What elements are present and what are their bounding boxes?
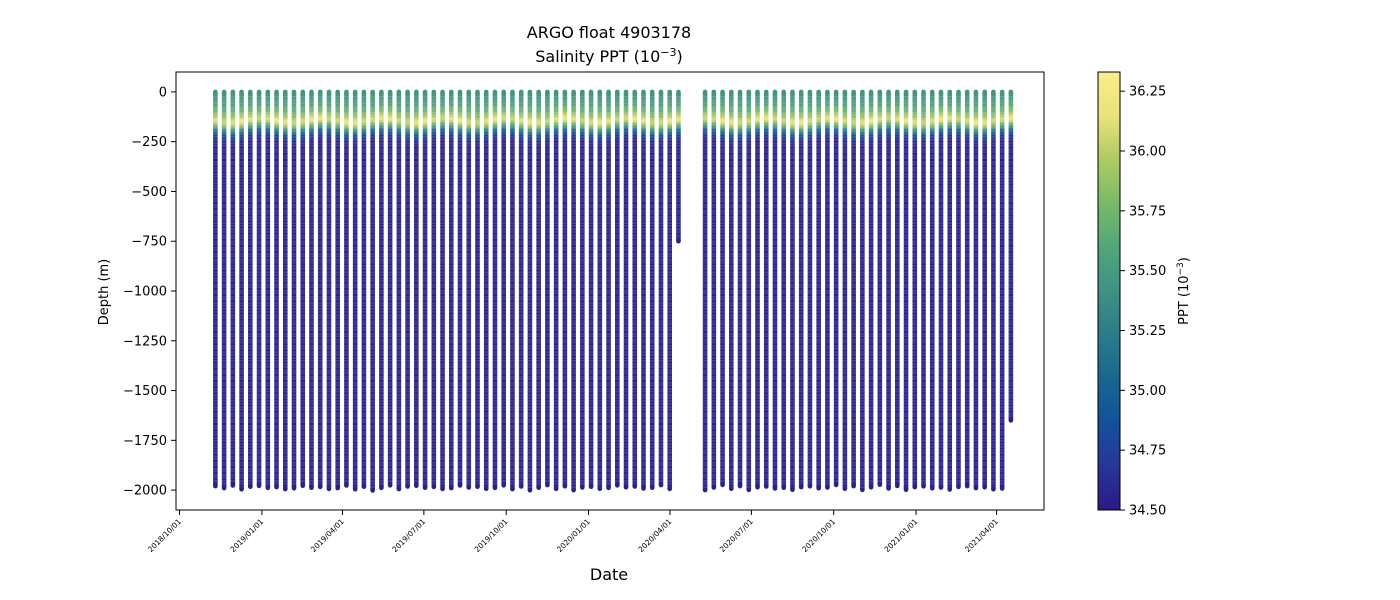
x-tick-label: 2018/10/01: [146, 517, 183, 554]
x-tick-label: 2019/04/01: [309, 517, 346, 554]
y-tick-label: −1750: [123, 434, 167, 449]
colorbar: [1098, 72, 1120, 510]
x-axis: 2018/10/01 2019/01/01 2019/04/01 2019/07/01…: [146, 510, 1000, 554]
colorbar-label: PPT (10−3): [1176, 257, 1192, 325]
y-axis-label: Depth (m): [97, 259, 112, 326]
colorbar-tick-label: 34.75: [1129, 444, 1166, 459]
colorbar-tick-label: 36.00: [1129, 144, 1166, 159]
y-tick-label: −1250: [123, 334, 167, 349]
x-tick-label: 2020/07/01: [718, 517, 755, 554]
colorbar-axis: 34.50 34.75 35.00 35.25 35.50 35.75 36.00 36.25: [1120, 85, 1166, 519]
x-tick-label: 2020/01/01: [555, 517, 592, 554]
y-tick-label: −500: [131, 185, 167, 200]
y-tick-label: −1000: [123, 285, 167, 300]
x-tick-label: 2021/04/01: [963, 517, 1000, 554]
colorbar-tick-label: 35.25: [1129, 324, 1166, 339]
y-tick-label: −2000: [123, 484, 167, 499]
colorbar-tick-label: 35.75: [1129, 204, 1166, 219]
colorbar-tick-label: 36.25: [1129, 85, 1166, 100]
x-tick-label: 2019/10/01: [473, 517, 510, 554]
x-tick-label: 2019/07/01: [390, 517, 427, 554]
x-tick-label: 2019/01/01: [228, 517, 265, 554]
y-tick-label: −1500: [123, 384, 167, 399]
x-axis-label: Date: [590, 565, 628, 584]
x-tick-label: 2020/10/01: [800, 517, 837, 554]
colorbar-tick-label: 34.50: [1129, 504, 1166, 519]
y-axis: 0 −250 −500 −750 −1000 −1250 −1500 −1750 −2000: [123, 85, 176, 498]
chart-title: ARGO float 4903178: [527, 23, 691, 42]
x-tick-label: 2021/01/01: [883, 517, 920, 554]
chart-subtitle: Salinity PPT (10−3): [535, 46, 683, 67]
y-tick-label: 0: [159, 85, 167, 100]
colorbar-tick-label: 35.00: [1129, 384, 1166, 399]
y-tick-label: −750: [131, 235, 167, 250]
y-tick-label: −250: [131, 135, 167, 150]
x-tick-label: 2020/04/01: [636, 517, 673, 554]
profile-series: [215, 92, 1011, 491]
colorbar-tick-label: 35.50: [1129, 264, 1166, 279]
